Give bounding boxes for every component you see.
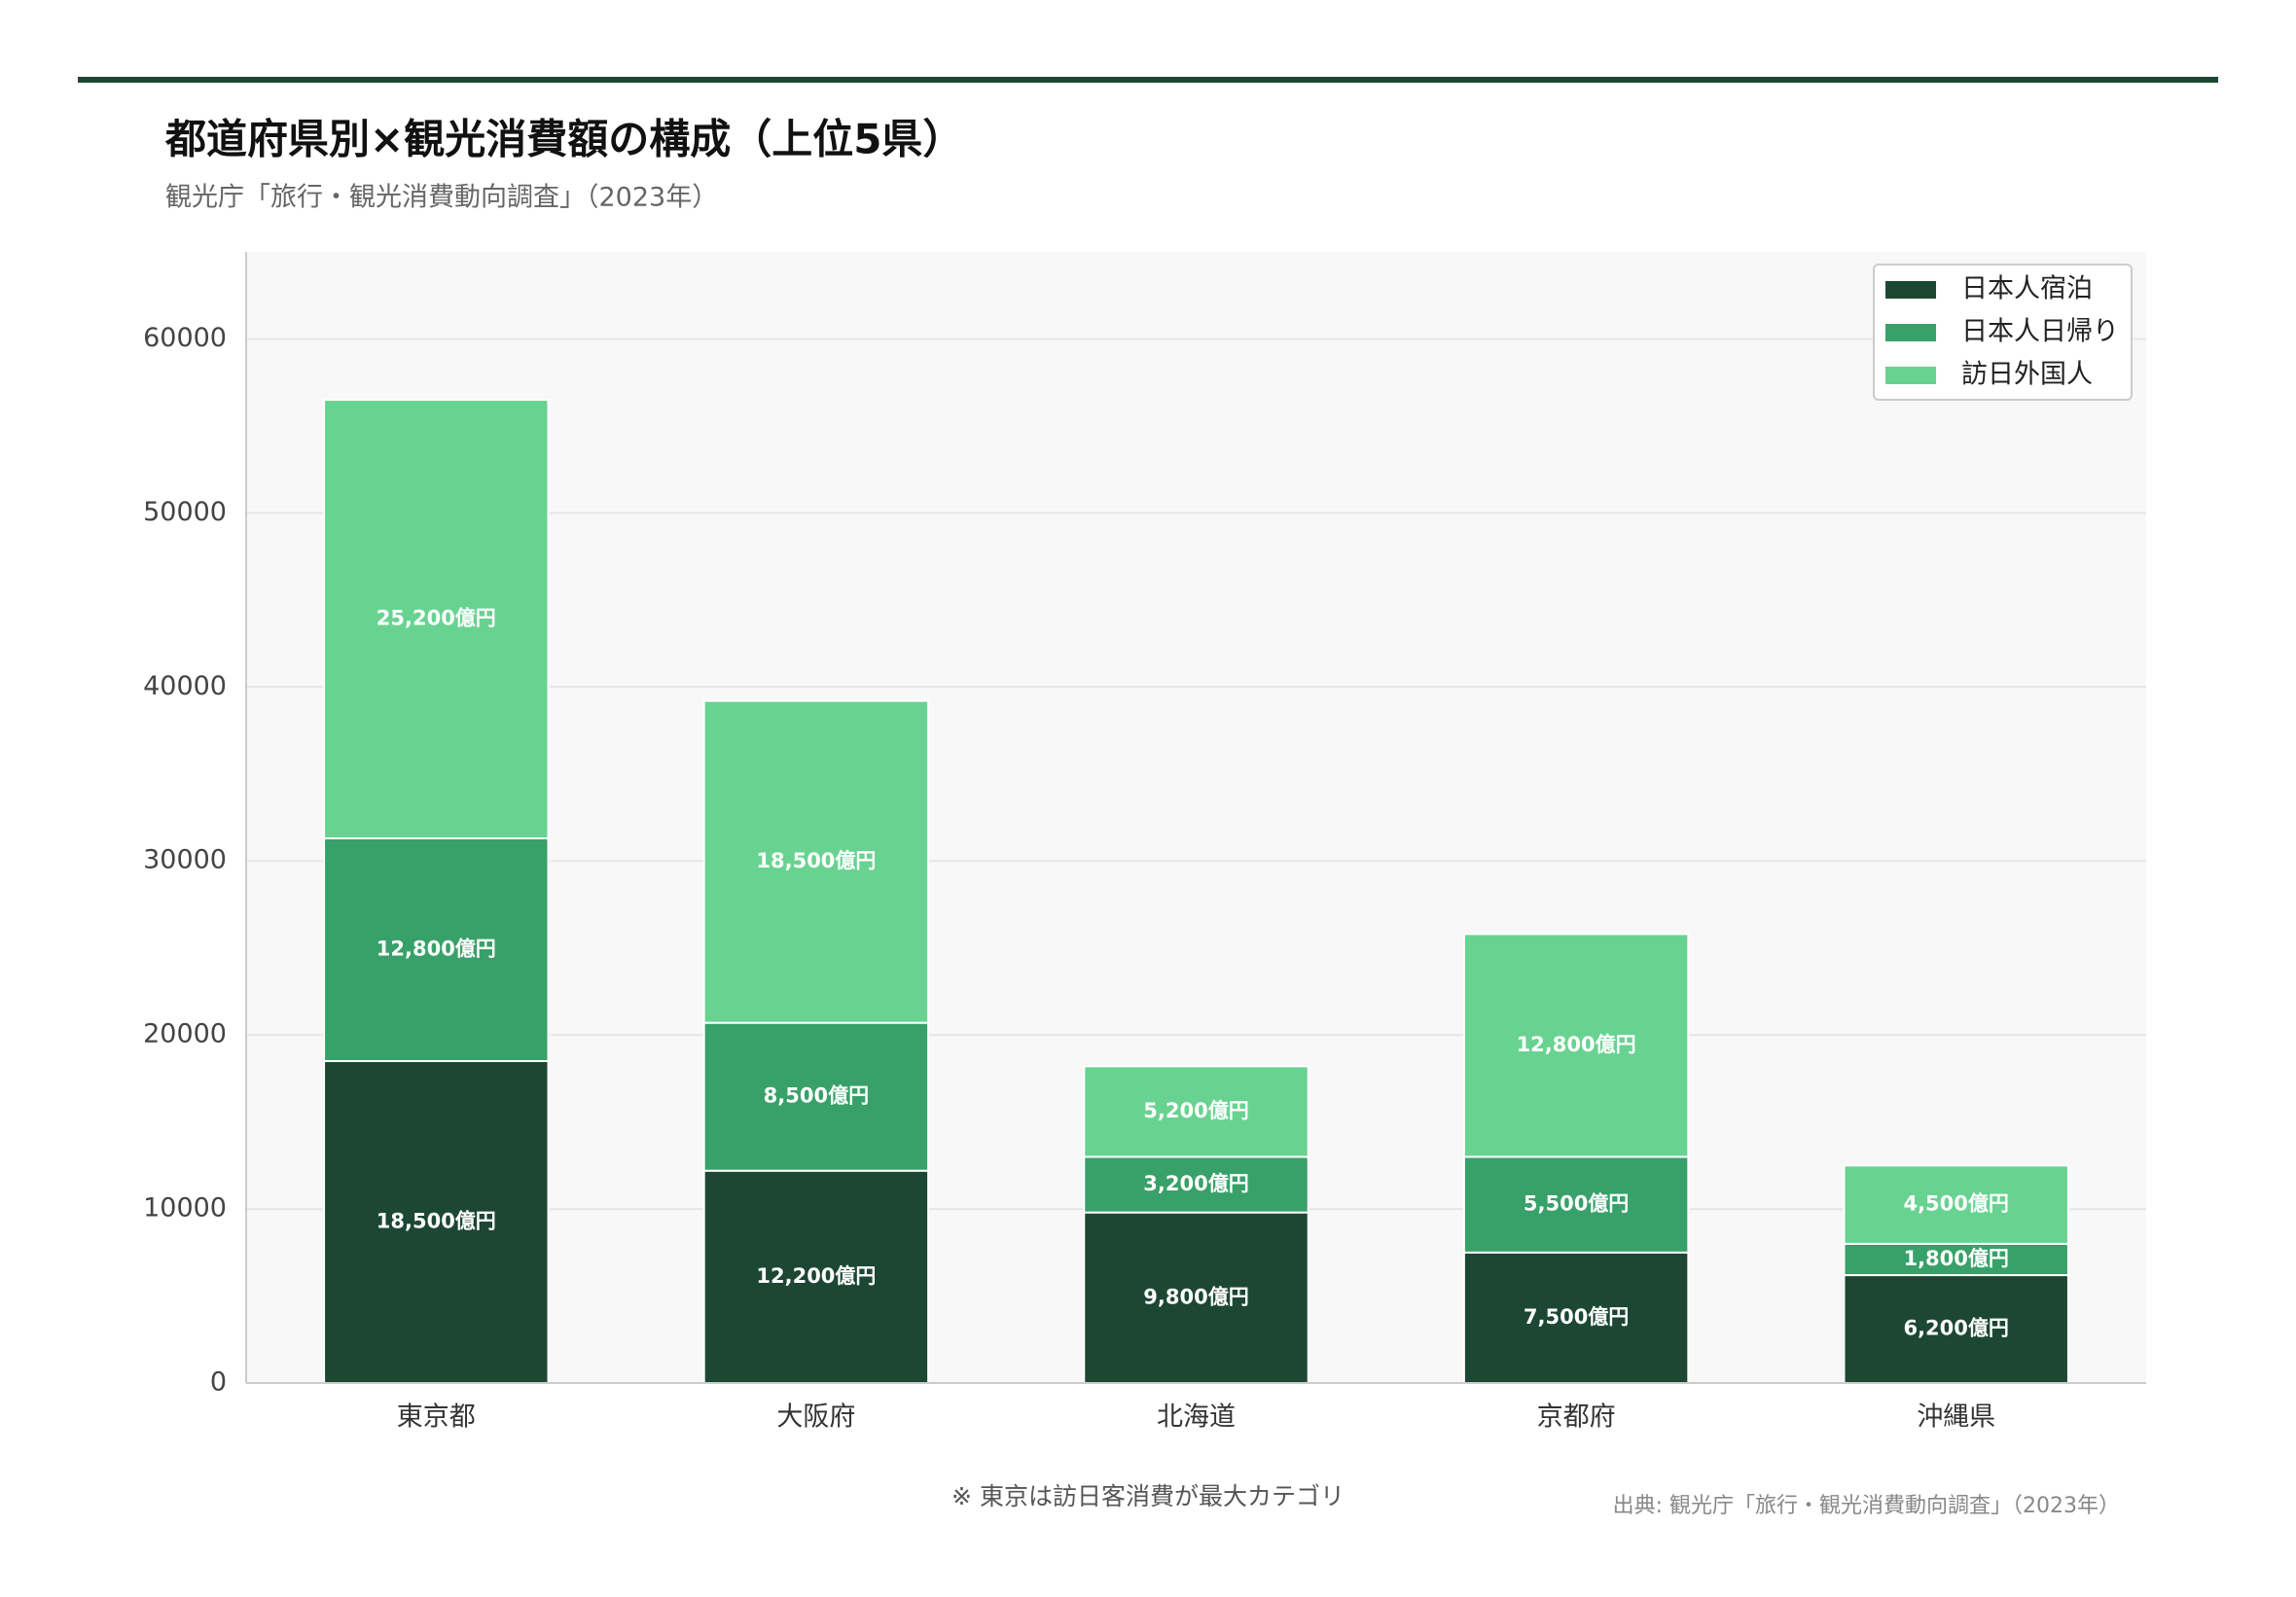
bar-segment — [1462, 933, 1690, 1158]
bar-segment — [323, 399, 550, 839]
data-label: 6,200億円 — [1903, 1317, 2008, 1340]
source: 出典: 観光庁「旅行・観光消費動向調査」（2023年） — [1613, 1494, 2120, 1518]
note: ※ 東京は訪日客消費が最大カテゴリ — [951, 1482, 1345, 1510]
data-label: 4,500億円 — [1903, 1192, 2008, 1216]
bar-segment — [702, 1021, 930, 1172]
x-tick-label: 沖縄県 — [1917, 1402, 1995, 1433]
legend-label: 日本人日帰り — [1961, 317, 2119, 347]
chart-subtitle: 観光庁「旅行・観光消費動向調査」（2023年） — [165, 183, 718, 213]
legend-label: 訪日外国人 — [1961, 360, 2093, 390]
x-tick-label: 北海道 — [1157, 1402, 1236, 1433]
bar-segment — [1083, 1065, 1309, 1158]
data-label: 12,800億円 — [377, 937, 496, 960]
data-label: 18,500億円 — [377, 1209, 496, 1232]
data-label: 7,500億円 — [1524, 1305, 1629, 1329]
y-tick-label: 50000 — [143, 497, 227, 527]
legend-label: 日本人宿泊 — [1961, 274, 2093, 304]
bar-segment — [1843, 1274, 2069, 1385]
data-label: 3,200億円 — [1143, 1172, 1248, 1195]
data-label: 1,800億円 — [1903, 1247, 2008, 1270]
bar-segment — [1462, 1155, 1690, 1254]
bar-segment — [1083, 1155, 1309, 1214]
data-label: 25,200億円 — [377, 607, 496, 630]
legend-swatch — [1885, 281, 1936, 299]
data-label: 12,800億円 — [1517, 1033, 1636, 1056]
y-tick-label: 10000 — [143, 1193, 227, 1224]
data-label: 18,500億円 — [756, 849, 876, 872]
x-tick-label: 東京都 — [397, 1402, 476, 1433]
y-tick-label: 40000 — [143, 671, 227, 701]
bar-segment — [702, 1169, 930, 1385]
y-tick-label: 30000 — [143, 845, 227, 875]
data-label: 5,200億円 — [1143, 1099, 1248, 1122]
x-tick-label: 大阪府 — [776, 1402, 855, 1433]
data-label: 5,500億円 — [1524, 1192, 1629, 1216]
legend-swatch — [1885, 367, 1936, 384]
bar-segment — [323, 836, 550, 1062]
chart-title: 都道府県別×観光消費額の構成（上位5県） — [164, 116, 963, 163]
legend-box — [1873, 264, 2133, 401]
data-label: 9,800億円 — [1143, 1285, 1248, 1308]
y-tick-label: 20000 — [143, 1019, 227, 1049]
y-tick-label: 60000 — [143, 323, 227, 353]
legend-swatch — [1885, 324, 1936, 341]
bar-segment — [702, 699, 930, 1024]
x-tick-label: 京都府 — [1537, 1402, 1616, 1433]
bar-segment — [1462, 1251, 1690, 1385]
bar-segment — [1083, 1211, 1309, 1385]
data-label: 12,200億円 — [756, 1264, 876, 1288]
bar-segment — [1843, 1164, 2069, 1245]
top-rule — [78, 77, 2218, 83]
y-tick-label: 0 — [210, 1367, 227, 1398]
data-label: 8,500億円 — [764, 1084, 869, 1108]
